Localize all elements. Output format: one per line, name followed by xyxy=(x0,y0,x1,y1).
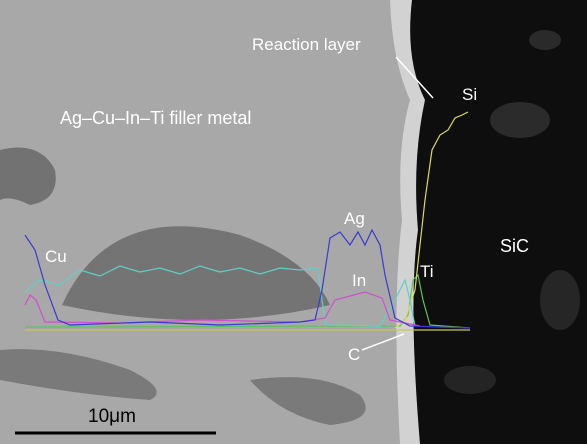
sic-spot xyxy=(540,270,580,330)
filler-metal-label: Ag–Cu–In–Ti filler metal xyxy=(60,108,251,128)
si-label: Si xyxy=(462,85,477,104)
reaction-layer-label: Reaction layer xyxy=(252,35,361,54)
ag-label: Ag xyxy=(344,209,365,228)
c-label: C xyxy=(348,345,360,364)
in-label: In xyxy=(352,271,366,290)
sic-spot xyxy=(490,102,550,138)
sic-region xyxy=(410,0,587,444)
micrograph: Reaction layer Si Ag–Cu–In–Ti filler met… xyxy=(0,0,587,444)
cu-label: Cu xyxy=(45,247,67,266)
scale-bar-label: 10μm xyxy=(88,406,136,427)
sic-label: SiC xyxy=(500,236,529,256)
page: Reaction layer Si Ag–Cu–In–Ti filler met… xyxy=(0,0,587,444)
sic-spot xyxy=(529,30,561,50)
sic-spot xyxy=(444,366,496,394)
ti-label: Ti xyxy=(420,262,434,281)
